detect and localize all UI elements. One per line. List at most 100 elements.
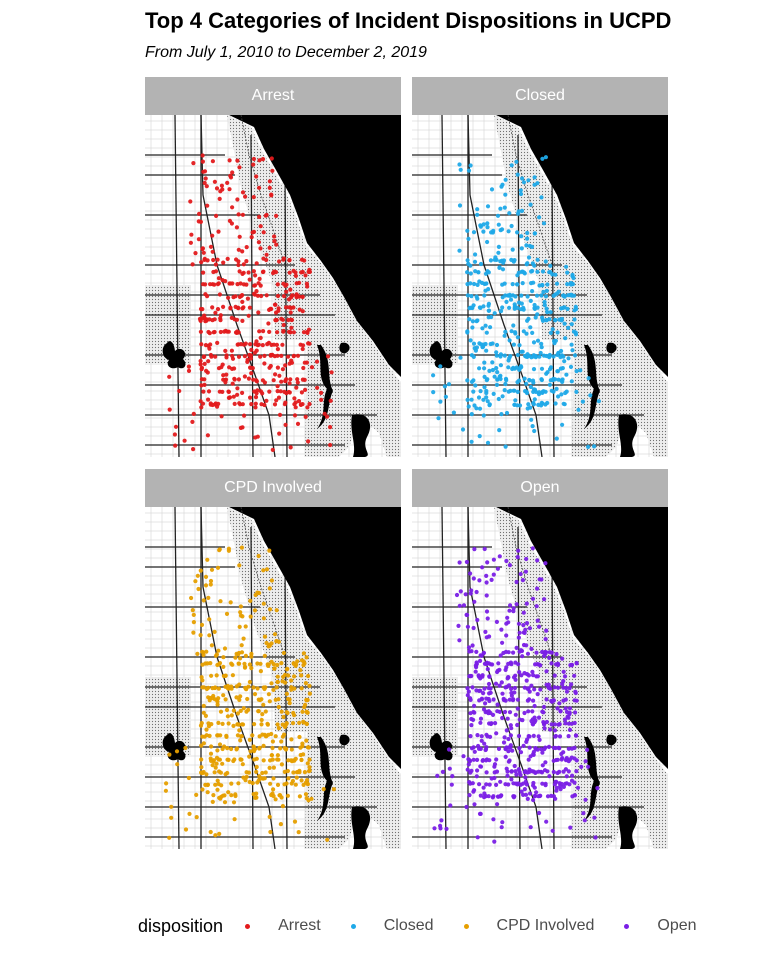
incident-point-open [516, 635, 521, 640]
incident-point-cpd-involved [219, 783, 224, 788]
incident-point-open [435, 773, 440, 778]
incident-point-arrest [235, 392, 240, 397]
incident-point-open [559, 757, 564, 762]
incident-point-closed [553, 272, 558, 277]
incident-point-open [531, 698, 536, 703]
incident-point-cpd-involved [247, 662, 252, 667]
incident-point-closed [481, 229, 486, 234]
incident-point-arrest [173, 424, 179, 429]
incident-point-open [555, 706, 560, 711]
incident-point-cpd-involved [281, 714, 286, 720]
incident-point-cpd-involved [210, 763, 215, 768]
incident-point-open [549, 699, 555, 704]
incident-point-closed [522, 376, 527, 381]
incident-point-arrest [275, 293, 281, 299]
incident-point-open [509, 769, 514, 774]
incident-point-closed [503, 329, 508, 334]
incident-point-arrest [212, 179, 217, 184]
incident-point-cpd-involved [276, 697, 281, 702]
incident-point-cpd-involved [291, 710, 296, 716]
incident-point-closed [572, 353, 578, 358]
incident-point-open [533, 770, 538, 775]
incident-point-cpd-involved [252, 757, 257, 762]
incident-point-closed [558, 366, 563, 371]
incident-point-open [512, 794, 517, 799]
incident-point-open [482, 686, 487, 691]
incident-point-closed [494, 353, 499, 358]
incident-point-closed [460, 427, 466, 432]
incident-point-arrest [306, 327, 312, 332]
incident-point-cpd-involved [263, 709, 268, 714]
incident-point-closed [465, 330, 470, 335]
incident-point-arrest [241, 282, 246, 287]
incident-point-open [536, 715, 542, 720]
incident-point-arrest [193, 251, 198, 256]
incident-point-arrest [287, 270, 292, 275]
incident-point-cpd-involved [246, 707, 251, 712]
incident-point-cpd-involved [222, 744, 227, 749]
incident-point-open [486, 681, 492, 687]
incident-point-arrest [269, 192, 274, 197]
incident-point-arrest [251, 269, 256, 274]
incident-point-closed [482, 293, 487, 298]
incident-point-closed [514, 159, 519, 164]
incident-point-arrest [213, 354, 218, 359]
incident-point-arrest [267, 185, 272, 190]
incident-point-closed [555, 352, 560, 357]
incident-point-closed [528, 298, 533, 303]
incident-point-closed [503, 444, 508, 449]
incident-point-open [541, 704, 547, 710]
incident-point-arrest [295, 377, 300, 382]
legend-dot-icon [245, 923, 251, 929]
incident-point-cpd-involved [212, 685, 217, 691]
incident-point-closed [507, 211, 512, 216]
incident-point-arrest [305, 405, 310, 410]
incident-point-closed [565, 282, 570, 287]
incident-point-cpd-involved [237, 563, 242, 568]
incident-point-arrest [202, 382, 207, 387]
incident-point-closed [509, 223, 514, 229]
incident-point-cpd-involved [218, 709, 224, 714]
incident-point-arrest [254, 174, 259, 179]
incident-point-closed [494, 366, 499, 371]
incident-point-arrest [275, 282, 280, 287]
incident-point-open [523, 775, 528, 780]
incident-point-closed [560, 379, 565, 384]
incident-point-cpd-involved [280, 679, 285, 684]
incident-point-closed [519, 246, 524, 251]
incident-point-open [520, 654, 525, 659]
incident-point-cpd-involved [279, 739, 284, 744]
incident-point-closed [499, 227, 505, 232]
incident-point-closed [551, 389, 556, 394]
incident-point-cpd-involved [191, 630, 196, 635]
incident-point-cpd-involved [273, 797, 278, 802]
incident-point-closed [521, 329, 526, 334]
incident-point-open [542, 726, 547, 731]
incident-point-arrest [215, 340, 220, 345]
incident-point-open [496, 746, 502, 751]
incident-point-cpd-involved [298, 668, 303, 673]
incident-point-closed [544, 353, 549, 359]
incident-point-arrest [302, 377, 307, 382]
incident-point-arrest [262, 361, 267, 366]
incident-point-arrest [328, 425, 333, 430]
incident-point-cpd-involved [217, 742, 223, 747]
incident-point-open [531, 780, 536, 786]
incident-point-arrest [203, 176, 208, 181]
incident-point-cpd-involved [183, 745, 188, 751]
incident-point-open [516, 662, 521, 667]
incident-point-open [544, 669, 549, 674]
incident-point-open [556, 685, 561, 690]
incident-point-open [570, 773, 575, 778]
incident-point-arrest [253, 435, 258, 440]
incident-point-arrest [302, 360, 307, 365]
legend-dot-icon [350, 923, 356, 929]
incident-point-closed [481, 222, 486, 227]
incident-point-arrest [205, 203, 210, 208]
incident-point-cpd-involved [247, 754, 252, 759]
incident-point-closed [596, 399, 601, 404]
incident-point-open [533, 662, 538, 667]
incident-point-closed [518, 364, 523, 369]
incident-point-arrest [227, 281, 232, 286]
legend-item-arrest: Arrest [245, 917, 321, 935]
